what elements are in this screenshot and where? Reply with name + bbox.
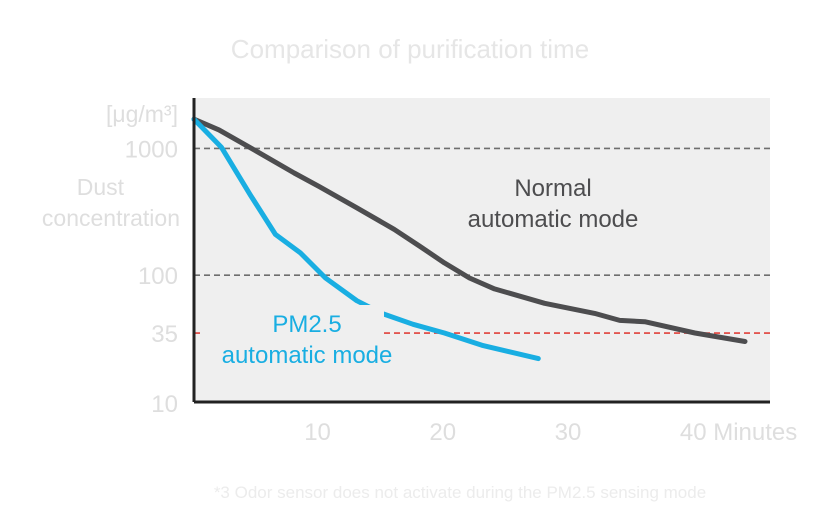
series-label-pm25: automatic mode bbox=[222, 342, 393, 369]
chart-title: Comparison of purification time bbox=[230, 34, 590, 64]
y-tick-label: 10 bbox=[151, 391, 178, 418]
series-label-normal: automatic mode bbox=[468, 206, 639, 233]
footnote: *3 Odor sensor does not activate during … bbox=[213, 483, 707, 502]
y-axis-label: Dust bbox=[77, 174, 125, 200]
y-tick-label: 35 bbox=[151, 321, 178, 348]
y-tick-label: 100 bbox=[138, 263, 178, 290]
y-axis-unit: [μg/m³] bbox=[106, 101, 178, 127]
series-label-pm25: PM2.5 bbox=[272, 311, 341, 338]
x-tick-label: 30 bbox=[555, 419, 582, 446]
y-tick-label: 1000 bbox=[125, 136, 178, 163]
series-line-pm25 bbox=[191, 116, 541, 362]
x-tick-label: 40 Minutes bbox=[680, 419, 797, 446]
x-tick-label: 20 bbox=[429, 419, 456, 446]
y-axis-label: concentration bbox=[42, 205, 180, 231]
series-label-normal: Normal bbox=[514, 175, 591, 202]
x-tick-label: 10 bbox=[304, 419, 331, 446]
series-label-background bbox=[200, 305, 384, 367]
